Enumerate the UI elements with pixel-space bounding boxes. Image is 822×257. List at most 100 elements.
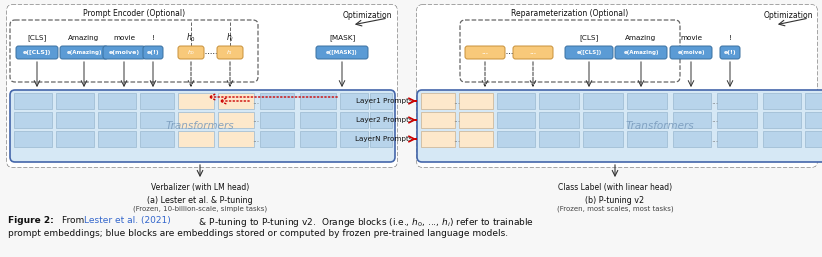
Text: ...: ... xyxy=(454,115,460,124)
Text: $h_0$: $h_0$ xyxy=(187,48,195,57)
Text: From: From xyxy=(62,216,87,225)
Text: Amazing: Amazing xyxy=(626,35,657,41)
Text: $h_0$: $h_0$ xyxy=(186,32,196,44)
Bar xyxy=(370,112,392,128)
Bar xyxy=(421,112,455,128)
Bar xyxy=(717,131,757,147)
Text: Lester et al. (2021): Lester et al. (2021) xyxy=(84,216,171,225)
Bar xyxy=(583,93,623,109)
FancyBboxPatch shape xyxy=(16,46,58,59)
Text: movie: movie xyxy=(680,35,702,41)
Text: [CLS]: [CLS] xyxy=(27,35,47,41)
Text: ...: ... xyxy=(711,115,718,124)
Bar xyxy=(340,112,368,128)
Text: e(Amazing): e(Amazing) xyxy=(623,50,658,55)
Text: e(!): e(!) xyxy=(723,50,737,55)
FancyBboxPatch shape xyxy=(670,46,712,59)
Text: !: ! xyxy=(151,35,155,41)
Text: e(!): e(!) xyxy=(146,50,159,55)
Text: Transformers: Transformers xyxy=(166,121,234,131)
Bar xyxy=(673,93,711,109)
Bar xyxy=(673,131,711,147)
Text: ...: ... xyxy=(482,50,488,55)
FancyBboxPatch shape xyxy=(316,46,368,59)
Bar xyxy=(14,131,52,147)
Text: prompt embeddings; blue blocks are embeddings stored or computed by frozen pre-t: prompt embeddings; blue blocks are embed… xyxy=(8,229,508,238)
FancyBboxPatch shape xyxy=(217,46,243,59)
Text: ...: ... xyxy=(529,50,537,55)
Bar xyxy=(805,131,822,147)
Text: [MASK]: [MASK] xyxy=(329,35,355,41)
Text: ...: ... xyxy=(454,96,460,106)
FancyBboxPatch shape xyxy=(10,20,258,82)
Bar xyxy=(260,93,294,109)
Text: Optimization: Optimization xyxy=(764,11,813,20)
Text: ...: ... xyxy=(454,134,460,143)
Bar xyxy=(459,131,493,147)
Text: Amazing: Amazing xyxy=(68,35,99,41)
Bar xyxy=(140,112,174,128)
Text: e(moive): e(moive) xyxy=(677,50,704,55)
FancyBboxPatch shape xyxy=(720,46,740,59)
Text: Prompt Encoder (Optional): Prompt Encoder (Optional) xyxy=(83,9,185,18)
Bar xyxy=(14,93,52,109)
Text: e([CLS]): e([CLS]) xyxy=(23,50,51,55)
FancyBboxPatch shape xyxy=(513,46,553,59)
Bar xyxy=(497,93,535,109)
Text: Figure 2:: Figure 2: xyxy=(8,216,53,225)
Bar xyxy=(459,93,493,109)
Bar xyxy=(56,112,94,128)
Text: $h_i$: $h_i$ xyxy=(226,48,233,57)
Bar xyxy=(421,131,455,147)
Bar xyxy=(218,112,254,128)
Bar xyxy=(370,93,392,109)
Bar xyxy=(98,112,136,128)
Text: ...: ... xyxy=(252,115,260,124)
Text: [CLS]: [CLS] xyxy=(580,35,598,41)
Bar xyxy=(218,93,254,109)
Bar xyxy=(805,112,822,128)
Text: e([MASK]): e([MASK]) xyxy=(326,50,358,55)
Bar xyxy=(178,112,214,128)
Bar xyxy=(497,131,535,147)
Text: ...: ... xyxy=(711,96,718,106)
Bar xyxy=(763,131,801,147)
FancyBboxPatch shape xyxy=(465,46,505,59)
FancyBboxPatch shape xyxy=(7,5,397,167)
Text: e([CLS]): e([CLS]) xyxy=(576,50,602,55)
Bar xyxy=(583,112,623,128)
Bar xyxy=(98,131,136,147)
FancyBboxPatch shape xyxy=(143,46,163,59)
FancyBboxPatch shape xyxy=(103,46,145,59)
Text: Class Label (with linear head): Class Label (with linear head) xyxy=(558,183,672,192)
Text: Transformers: Transformers xyxy=(626,121,695,131)
Text: e(moive): e(moive) xyxy=(109,50,140,55)
Bar xyxy=(717,112,757,128)
Bar xyxy=(14,112,52,128)
Bar xyxy=(459,112,493,128)
FancyBboxPatch shape xyxy=(60,46,108,59)
Bar xyxy=(763,112,801,128)
Bar xyxy=(497,112,535,128)
Text: !: ! xyxy=(728,35,732,41)
Text: Layer1 Prompts: Layer1 Prompts xyxy=(356,98,413,104)
Bar xyxy=(98,93,136,109)
Bar xyxy=(56,131,94,147)
Text: Verbalizer (with LM head): Verbalizer (with LM head) xyxy=(151,183,249,192)
Bar xyxy=(805,93,822,109)
Text: $h_i$: $h_i$ xyxy=(226,32,234,44)
FancyBboxPatch shape xyxy=(10,90,395,162)
Text: Reparameterization (Optional): Reparameterization (Optional) xyxy=(511,9,629,18)
Text: Layer2 Prompts: Layer2 Prompts xyxy=(356,117,413,123)
Bar xyxy=(717,93,757,109)
Bar xyxy=(673,112,711,128)
FancyBboxPatch shape xyxy=(417,5,817,167)
Bar xyxy=(178,131,214,147)
FancyBboxPatch shape xyxy=(178,46,204,59)
Bar xyxy=(421,93,455,109)
Text: (a) Lester et al. & P-tuning: (a) Lester et al. & P-tuning xyxy=(147,196,253,205)
Text: Optimization: Optimization xyxy=(343,11,392,20)
Bar xyxy=(370,131,392,147)
Bar xyxy=(300,93,336,109)
Bar xyxy=(218,131,254,147)
